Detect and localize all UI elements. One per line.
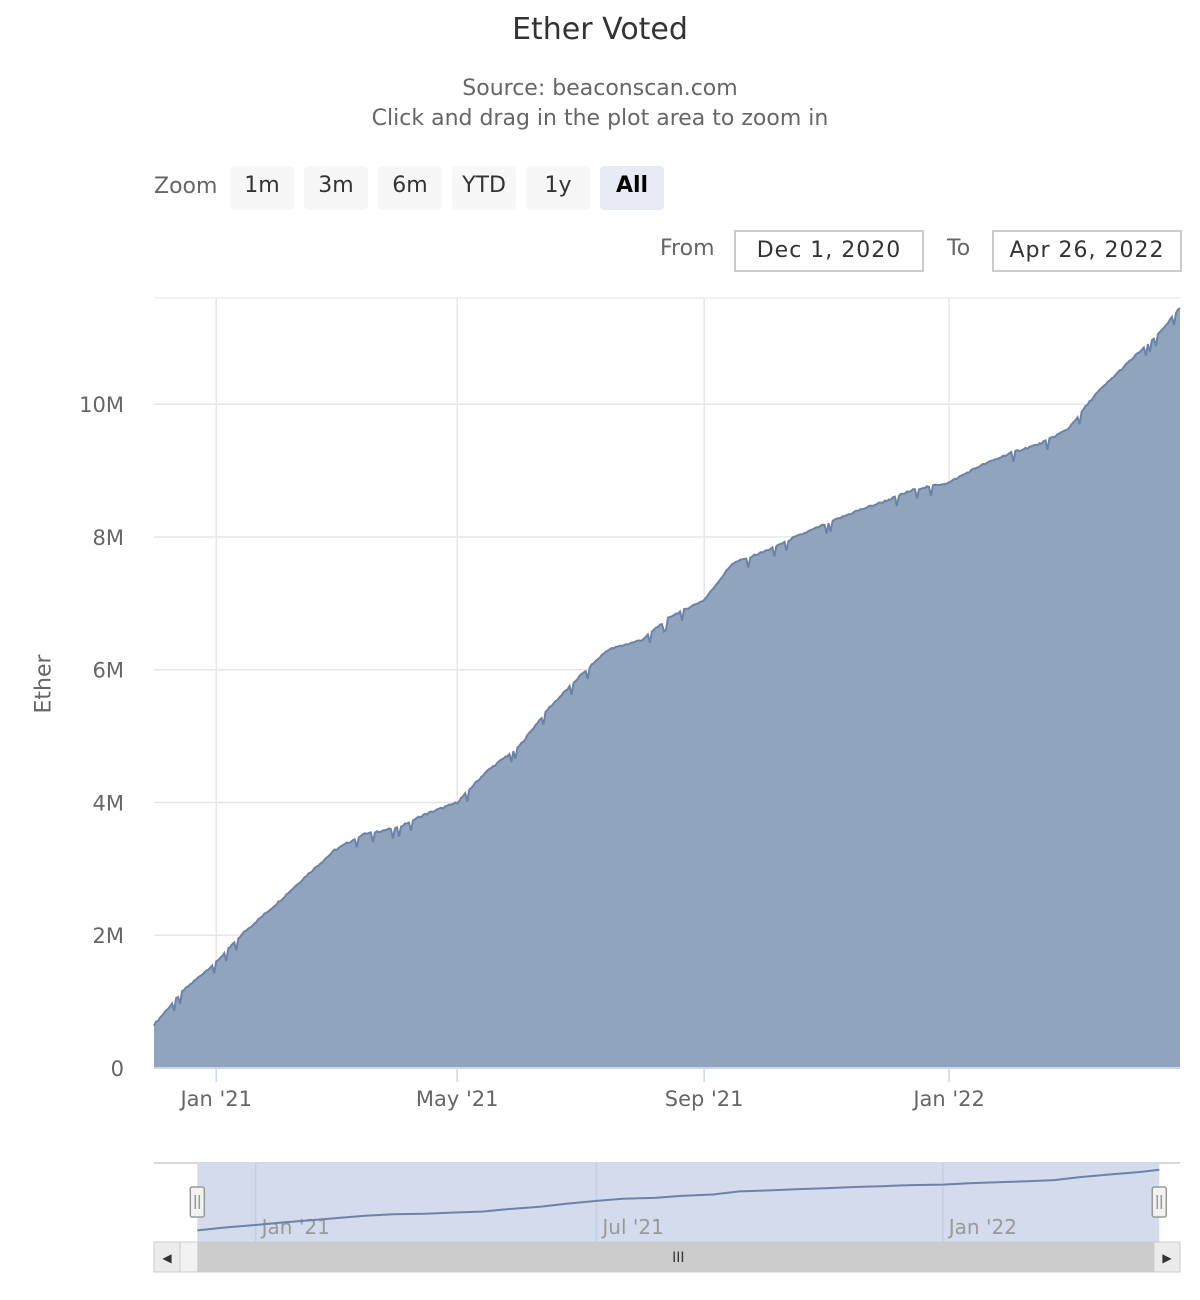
scrollbar-grip-icon: III (672, 1250, 684, 1266)
zoom-button-1y[interactable]: 1y (526, 166, 590, 210)
zoom-button-ytd[interactable]: YTD (452, 166, 516, 210)
from-date-input[interactable]: Dec 1, 2020 (734, 230, 924, 272)
scrollbar-right-button[interactable] (1153, 1241, 1181, 1273)
y-tick-label: 8M (93, 526, 124, 550)
y-tick-label: 10M (79, 393, 124, 417)
y-tick-label: 4M (93, 791, 124, 815)
y-tick-label: 0 (111, 1057, 124, 1081)
x-tick-label: Jan '21 (178, 1087, 252, 1111)
series-line (153, 307, 1181, 1027)
to-date-input[interactable]: Apr 26, 2022 (992, 230, 1182, 272)
y-tick-label: 2M (93, 924, 124, 948)
navigator-left-handle[interactable] (189, 1186, 206, 1218)
from-label: From (660, 236, 715, 261)
chart-subtitle-source: Source: beaconscan.com (462, 76, 738, 101)
navigator-x-label: Jul '21 (600, 1215, 663, 1239)
scroll-left-arrow-icon: ◀ (162, 1251, 172, 1265)
navigator-selected-range (197, 1163, 1160, 1242)
zoom-button-6m[interactable]: 6m (378, 166, 442, 210)
y-tick-label: 6M (93, 659, 124, 683)
series-area (154, 308, 1180, 1068)
x-tick-label: Jan '22 (911, 1087, 985, 1111)
scrollbar-left-button[interactable] (153, 1241, 181, 1273)
chart-subtitle-hint: Click and drag in the plot area to zoom … (371, 106, 829, 131)
x-tick-label: May '21 (416, 1087, 499, 1111)
handle-body (189, 1186, 206, 1218)
navigator-right-handle[interactable] (1151, 1186, 1168, 1218)
navigator-x-label: Jan '22 (947, 1215, 1017, 1239)
chart-title: Ether Voted (512, 12, 688, 47)
scroll-right-arrow-icon: ▶ (1162, 1251, 1172, 1265)
zoom-button-3m[interactable]: 3m (304, 166, 368, 210)
x-tick-label: Sep '21 (665, 1087, 744, 1111)
handle-body (1151, 1186, 1168, 1218)
navigator-series-line (197, 1168, 1160, 1232)
scrollbar-thumb[interactable] (197, 1242, 1160, 1272)
zoom-button-all[interactable]: All (600, 166, 664, 210)
to-label: To (947, 236, 971, 261)
zoom-button-1m[interactable]: 1m (230, 166, 294, 210)
zoom-label: Zoom (154, 174, 218, 199)
